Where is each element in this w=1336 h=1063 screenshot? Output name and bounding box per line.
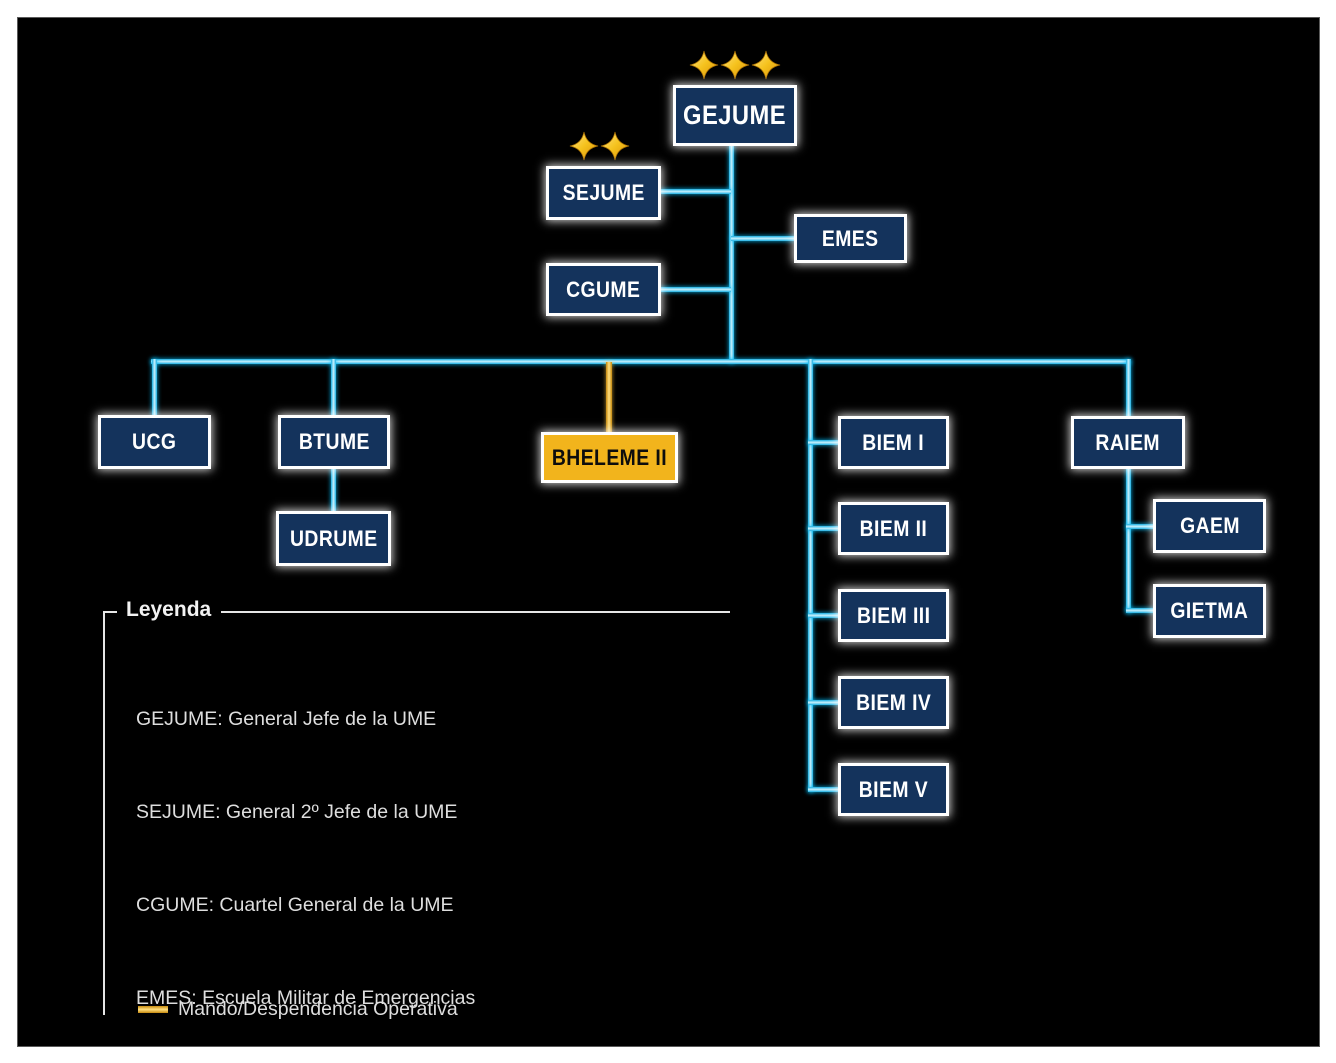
rank-star-icon <box>600 131 630 161</box>
node-biem-iv: BIEM IV <box>838 676 949 729</box>
node-label: BIEM V <box>858 776 929 802</box>
node-gejume: GEJUME <box>673 85 797 146</box>
connector-drop-btume <box>331 359 336 417</box>
node-label: RAIEM <box>1095 429 1161 455</box>
node-label: EMES <box>822 225 879 251</box>
legend-operational-label: Mando/Despendencia Operativa <box>178 998 458 1020</box>
sejume-rank-stars <box>569 131 630 161</box>
legend-frame-left <box>103 611 105 1015</box>
connector-raiem-spine <box>1126 467 1131 613</box>
node-udrume: UDRUME <box>276 511 391 566</box>
node-label: BIEM III <box>856 602 931 628</box>
node-raiem: RAIEM <box>1071 416 1185 469</box>
legend-item-list: GEJUME: General Jefe de la UME SEJUME: G… <box>136 642 858 1063</box>
node-cgume: CGUME <box>546 263 661 316</box>
rank-star-icon <box>689 50 719 80</box>
node-btume: BTUME <box>278 415 390 469</box>
connector-emes-link <box>731 236 796 241</box>
node-biem-v: BIEM V <box>838 763 949 816</box>
node-label: SEJUME <box>562 180 645 205</box>
node-label: CGUME <box>566 276 641 302</box>
node-label: GIETMA <box>1170 598 1249 623</box>
node-label: BIEM II <box>859 515 928 541</box>
connector-gejume-trunk <box>729 144 734 363</box>
legend-operational-entry: Mando/Despendencia Operativa <box>138 998 458 1021</box>
connector-btume-udrume <box>331 467 336 513</box>
node-label: UCG <box>132 429 177 454</box>
node-ucg: UCG <box>98 415 211 469</box>
legend-title: Leyenda <box>126 598 212 621</box>
rank-star-icon <box>569 131 599 161</box>
rank-star-icon <box>751 50 781 80</box>
node-gietma: GIETMA <box>1153 584 1266 638</box>
connector-drop-ucg <box>152 359 157 417</box>
connector-biem3-elbow <box>808 613 840 618</box>
node-sejume: SEJUME <box>546 166 661 220</box>
connector-biem-spine <box>808 359 813 792</box>
connector-bheleme-operational <box>606 362 612 434</box>
node-biem-i: BIEM I <box>838 416 949 469</box>
legend-item: SEJUME: General 2º Jefe de la UME <box>136 801 458 823</box>
node-label: UDRUME <box>289 525 378 551</box>
node-label: GEJUME <box>683 100 787 130</box>
gold-line-swatch-icon <box>138 1006 168 1013</box>
legend-item: GEJUME: General Jefe de la UME <box>136 708 437 730</box>
rank-star-icon <box>720 50 750 80</box>
node-label: BTUME <box>298 429 370 454</box>
connector-drop-raiem <box>1126 359 1131 419</box>
node-label: BIEM I <box>862 429 925 455</box>
legend-item: CGUME: Cuartel General de la UME <box>136 894 454 916</box>
legend-frame-top-rule <box>221 611 730 613</box>
node-biem-ii: BIEM II <box>838 502 949 555</box>
legend-frame-corner <box>103 611 117 613</box>
node-biem-iii: BIEM III <box>838 589 949 642</box>
connector-biem1-elbow <box>808 440 840 445</box>
connector-main-bus <box>151 359 1131 364</box>
node-emes: EMES <box>794 214 907 263</box>
node-label: BHELEME II <box>551 444 668 470</box>
connector-biem5-elbow <box>808 787 840 792</box>
node-label: GAEM <box>1179 513 1240 538</box>
connector-gaem-elbow <box>1126 524 1156 529</box>
connector-biem4-elbow <box>808 700 840 705</box>
connector-biem2-elbow <box>808 526 840 531</box>
node-bheleme-ii: BHELEME II <box>541 432 678 483</box>
connector-sejume-link <box>659 189 731 194</box>
connector-cgume-link <box>659 287 731 292</box>
connector-gietma-elbow <box>1126 608 1156 613</box>
chart-canvas: GEJUME SEJUME CGUME EMES UCG BTUME UDRUM… <box>17 17 1320 1047</box>
node-label: BIEM IV <box>855 689 932 715</box>
gejume-rank-stars <box>689 50 781 80</box>
node-gaem: GAEM <box>1153 499 1266 553</box>
legend-item: EMES: Escuela Militar de Emergencias <box>136 987 476 1009</box>
